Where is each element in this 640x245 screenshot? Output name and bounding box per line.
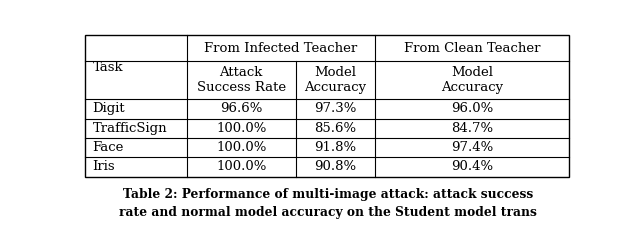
Text: Model
Accuracy: Model Accuracy [305,66,367,94]
Text: Digit: Digit [92,102,125,115]
Text: 100.0%: 100.0% [216,160,266,173]
Text: 84.7%: 84.7% [451,122,493,135]
Text: 96.0%: 96.0% [451,102,493,115]
Text: 97.4%: 97.4% [451,141,493,154]
Text: From Infected Teacher: From Infected Teacher [204,42,358,55]
Text: TrafficSign: TrafficSign [92,122,167,135]
Text: Model
Accuracy: Model Accuracy [441,66,503,94]
Text: Task: Task [92,61,123,74]
Text: 97.3%: 97.3% [314,102,356,115]
Text: Attack
Success Rate: Attack Success Rate [196,66,286,94]
Text: 96.6%: 96.6% [220,102,262,115]
Text: rate and normal model accuracy on the Student model trans: rate and normal model accuracy on the St… [119,206,537,219]
Text: 85.6%: 85.6% [314,122,356,135]
Text: From Clean Teacher: From Clean Teacher [404,42,540,55]
Text: 90.4%: 90.4% [451,160,493,173]
Text: 100.0%: 100.0% [216,141,266,154]
Text: 90.8%: 90.8% [314,160,356,173]
Text: 91.8%: 91.8% [314,141,356,154]
Text: 100.0%: 100.0% [216,122,266,135]
Text: Table 2: Performance of multi-image attack: attack success: Table 2: Performance of multi-image atta… [123,188,533,201]
Text: Iris: Iris [92,160,115,173]
Text: Face: Face [92,141,124,154]
